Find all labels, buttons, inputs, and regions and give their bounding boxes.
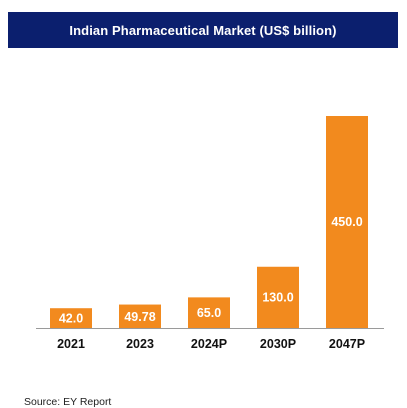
value-label-2021: 42.0 (59, 312, 83, 326)
category-label-2021: 2021 (57, 337, 85, 351)
bar-2024p (188, 297, 230, 328)
bar-2021 (50, 308, 92, 328)
value-label-2030p: 130.0 (262, 290, 293, 304)
bar-chart: 42.0 49.78 65.0 130.0 450.0 2021 2023 2024P 203… (36, 116, 384, 351)
category-label-2023: 2023 (126, 337, 154, 351)
category-label-2024p: 2024P (191, 337, 227, 351)
value-label-2023: 49.78 (124, 310, 155, 324)
value-labels-group: 42.0 49.78 65.0 130.0 450.0 (59, 215, 363, 326)
value-label-2047p: 450.0 (331, 215, 362, 229)
source-note: Source: EY Report (24, 396, 112, 408)
bars-group (50, 116, 368, 328)
bar-2023 (119, 304, 161, 328)
value-label-2024p: 65.0 (197, 306, 221, 320)
category-label-2047p: 2047P (329, 337, 365, 351)
bar-2047p (326, 116, 368, 328)
category-labels-group: 2021 2023 2024P 2030P 2047P (57, 337, 365, 351)
bar-2030p (257, 266, 299, 328)
category-label-2030p: 2030P (260, 337, 296, 351)
chart-title: Indian Pharmaceutical Market (US$ billio… (8, 12, 398, 48)
